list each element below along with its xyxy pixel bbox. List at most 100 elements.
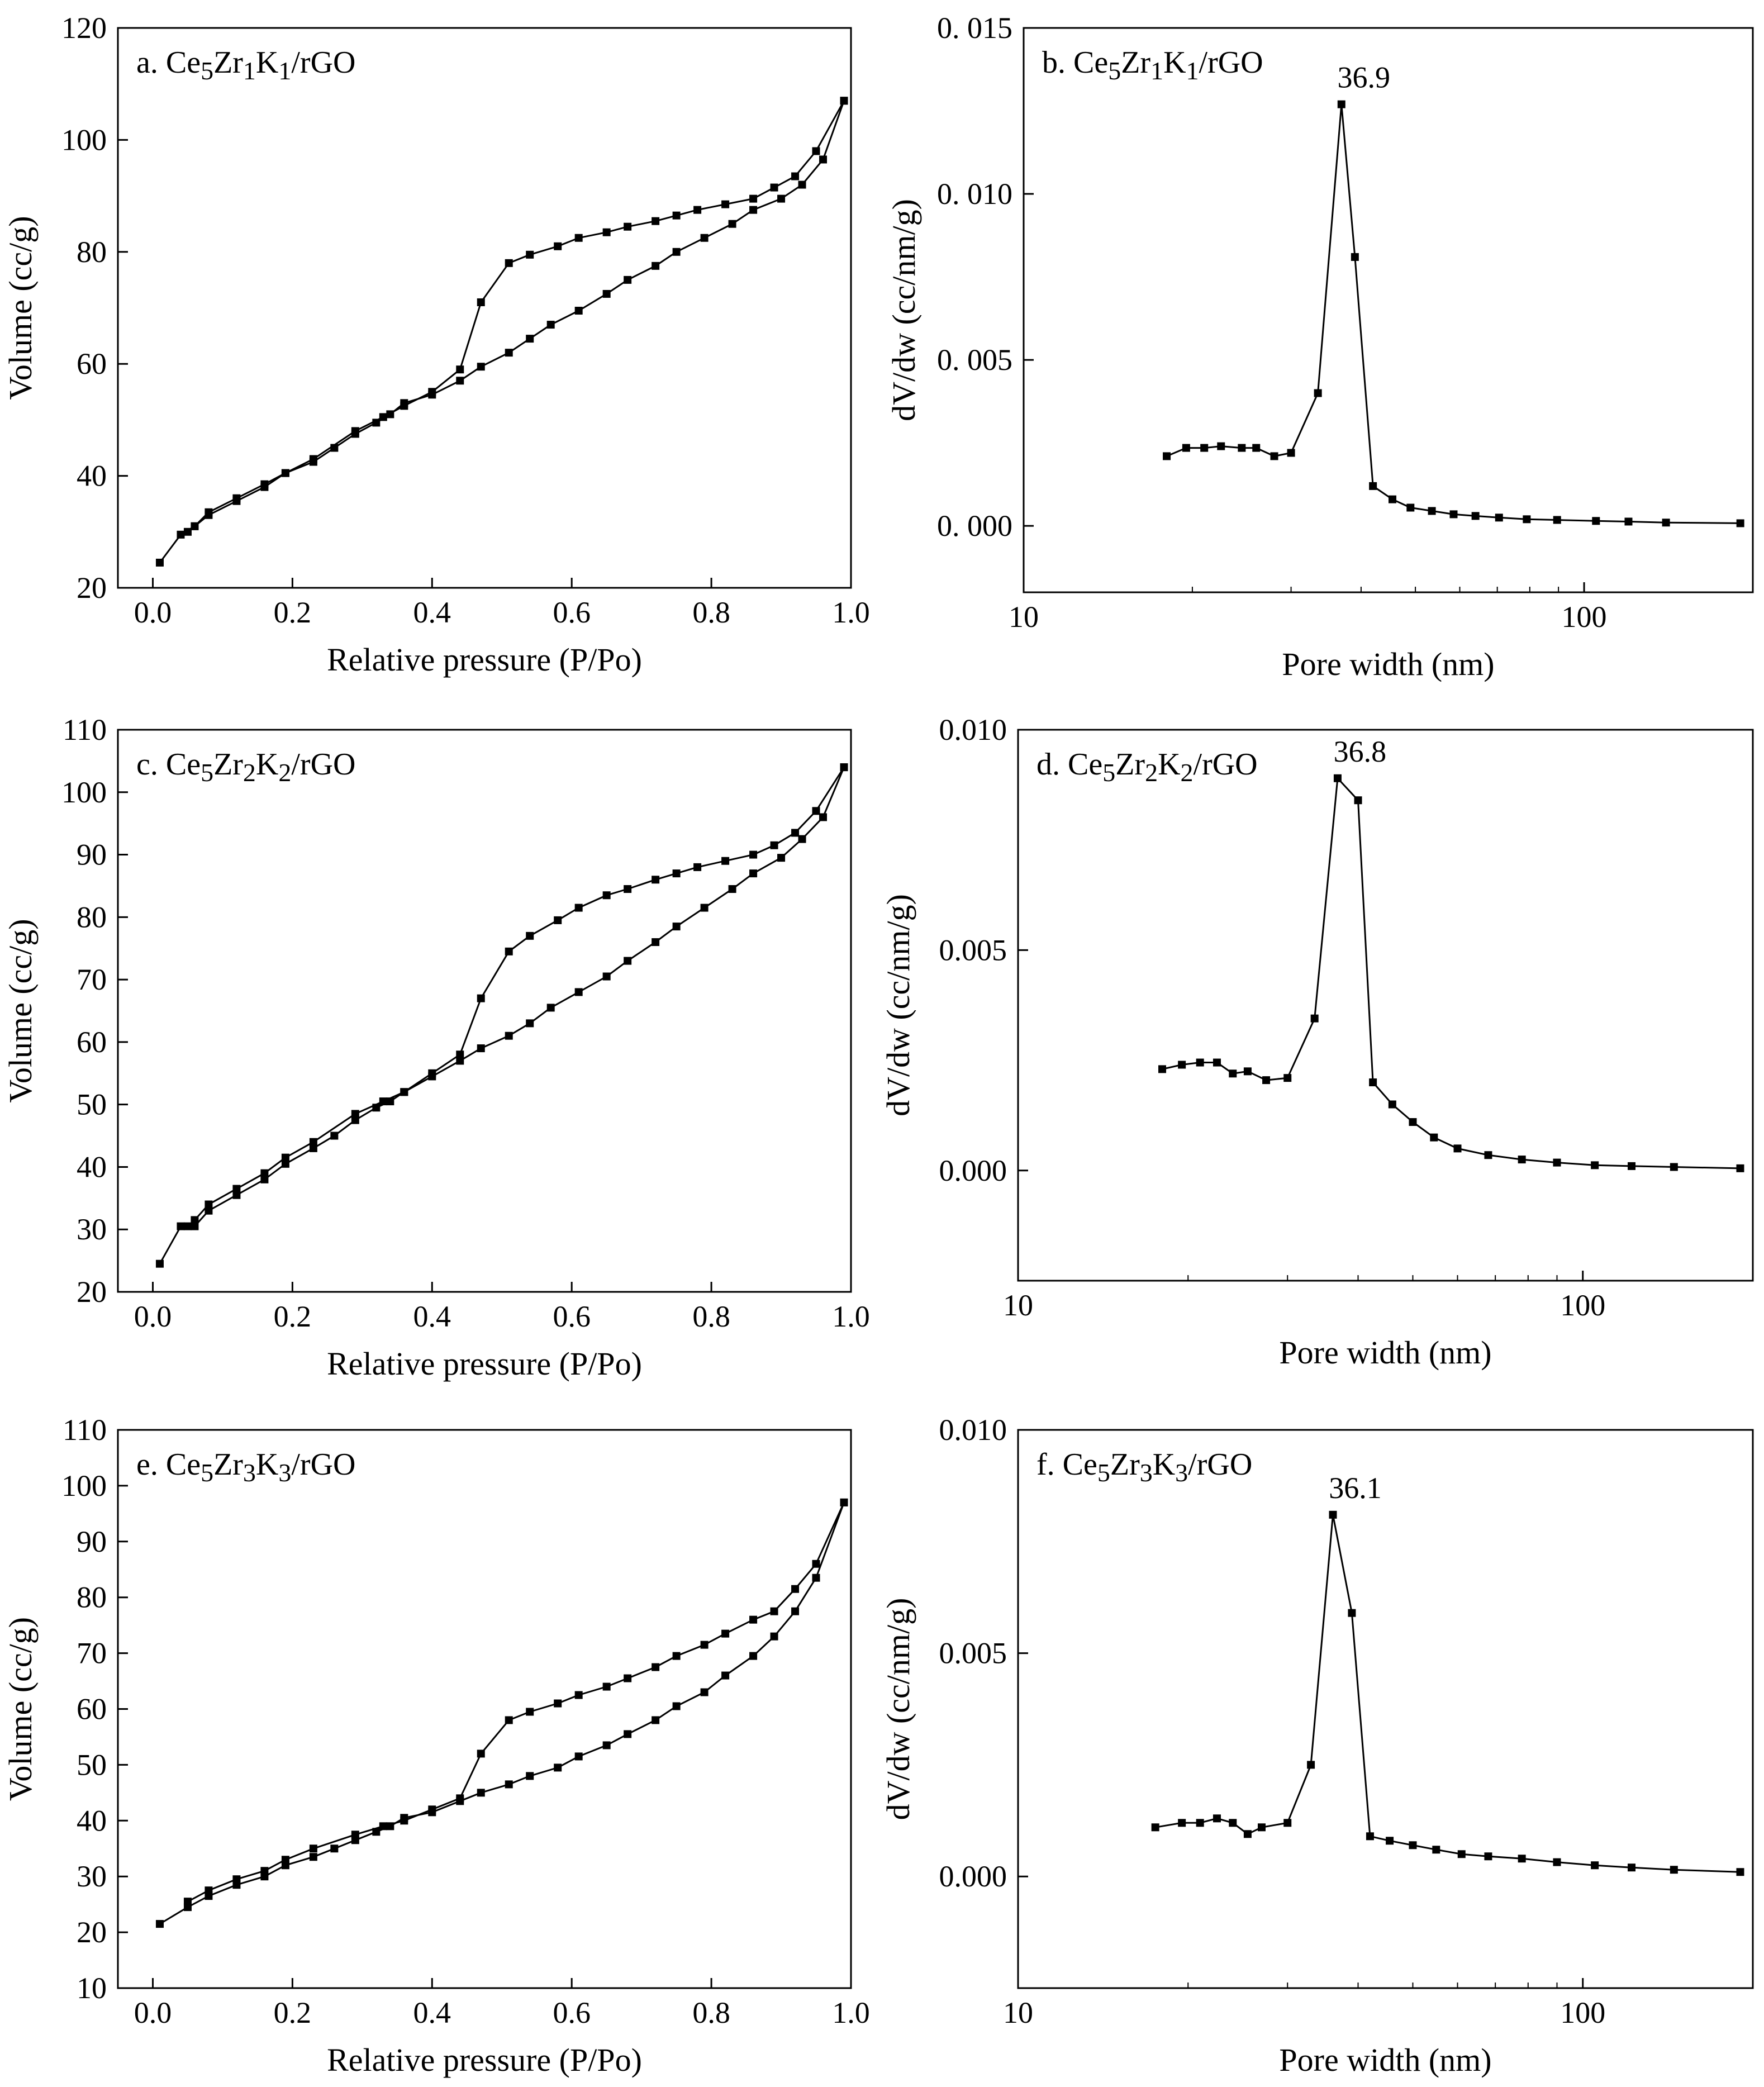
data-point <box>330 1844 339 1853</box>
data-point <box>1553 1858 1561 1866</box>
data-point <box>770 1607 778 1615</box>
data-point <box>1196 1819 1204 1827</box>
y-tick-label: 0.005 <box>939 933 1007 967</box>
data-point <box>672 869 681 878</box>
data-point <box>1736 519 1744 527</box>
data-point <box>177 1222 185 1230</box>
data-point <box>812 807 820 815</box>
y-axis-label: dV/dw (cc/nm/g) <box>880 1598 916 1820</box>
data-point <box>1213 1814 1221 1823</box>
data-point <box>1670 1866 1678 1874</box>
data-point <box>183 527 192 536</box>
y-tick-label: 110 <box>63 713 107 747</box>
data-point <box>281 1856 289 1864</box>
data-point <box>456 1057 464 1065</box>
data-point <box>477 1750 485 1758</box>
data-point <box>1406 503 1415 512</box>
data-point <box>693 206 702 214</box>
data-point <box>749 869 758 878</box>
data-point <box>232 1191 241 1199</box>
data-point <box>191 1222 199 1230</box>
data-point <box>260 480 269 488</box>
data-point <box>456 1050 464 1059</box>
data-point <box>526 1772 534 1780</box>
data-point <box>1366 1832 1374 1841</box>
data-point <box>1310 1014 1319 1023</box>
data-point <box>477 298 485 306</box>
data-point <box>1484 1151 1492 1159</box>
series-line-2 <box>187 767 845 1227</box>
data-point <box>330 1132 339 1140</box>
data-point <box>791 1607 800 1615</box>
data-point <box>505 349 513 357</box>
data-point <box>1217 442 1225 450</box>
x-tick-label: 1.0 <box>832 596 870 629</box>
x-tick-label: 100 <box>1560 1996 1605 2029</box>
data-point <box>1389 495 1397 503</box>
data-point <box>770 1632 778 1641</box>
data-point <box>1283 1074 1292 1082</box>
data-point <box>1430 1133 1438 1142</box>
panel-c: 0.0 0.2 0.4 0.6 0.8 1.0 20 30 40 50 60 70 80 90 100 110… <box>2 713 870 1382</box>
data-point <box>791 172 800 180</box>
data-point <box>155 1920 164 1928</box>
data-point <box>309 455 317 463</box>
data-point <box>232 1875 241 1884</box>
data-point <box>574 1752 583 1761</box>
data-point <box>1200 444 1209 452</box>
y-tick-label: 50 <box>77 1748 107 1781</box>
data-point <box>1252 444 1261 452</box>
data-point <box>652 1716 660 1724</box>
data-point <box>1628 1863 1636 1872</box>
data-point <box>602 1741 611 1750</box>
x-tick-label: 0.2 <box>274 1300 312 1333</box>
data-point <box>574 904 583 912</box>
data-point <box>749 1615 758 1624</box>
panel-label: e. Ce5Zr3K3/rGO <box>136 1447 355 1487</box>
data-point <box>260 1175 269 1183</box>
data-point <box>652 938 660 947</box>
data-point <box>183 1222 192 1230</box>
data-point <box>652 1663 660 1671</box>
data-point <box>1287 449 1295 457</box>
data-point <box>1351 253 1359 261</box>
y-axis-label: dV/dw (cc/nm/g) <box>886 199 922 421</box>
data-point <box>1348 1609 1356 1617</box>
data-point <box>554 242 562 250</box>
data-point <box>574 307 583 315</box>
data-point <box>526 335 534 343</box>
data-point <box>652 217 660 225</box>
data-point <box>770 183 778 192</box>
data-point <box>1229 1819 1237 1827</box>
data-point <box>624 222 632 231</box>
data-point <box>205 1886 213 1895</box>
data-point <box>672 211 681 220</box>
y-tick-label: 80 <box>77 235 107 269</box>
data-point <box>1333 774 1342 782</box>
x-tick-label: 100 <box>1562 600 1607 634</box>
panel-b: 10 100 0. 000 0. 005 0. 010 0. 015 Pore width … <box>886 11 1754 682</box>
data-point <box>1243 1067 1252 1076</box>
data-point <box>281 1159 289 1168</box>
panel-a: 0.0 0.2 0.4 0.6 0.8 1.0 20 40 60 80 100 120 Relative… <box>2 11 870 678</box>
peak-annotation: 36.9 <box>1338 61 1391 94</box>
data-point <box>791 1585 800 1593</box>
data-point <box>1262 1076 1271 1085</box>
data-point <box>351 427 359 435</box>
data-point <box>791 829 800 837</box>
data-point <box>700 904 709 912</box>
data-point <box>1591 1161 1599 1170</box>
y-tick-label: 0.000 <box>939 1154 1007 1187</box>
y-tick-label: 90 <box>77 838 107 872</box>
y-tick-label: 120 <box>61 11 107 45</box>
data-point <box>1386 1837 1394 1845</box>
data-point <box>672 1652 681 1660</box>
data-point <box>456 365 464 374</box>
data-point <box>602 228 611 236</box>
data-point <box>1213 1058 1221 1067</box>
data-point <box>1307 1761 1315 1769</box>
data-point <box>1151 1823 1159 1832</box>
data-point <box>526 931 534 940</box>
data-point <box>812 147 820 155</box>
